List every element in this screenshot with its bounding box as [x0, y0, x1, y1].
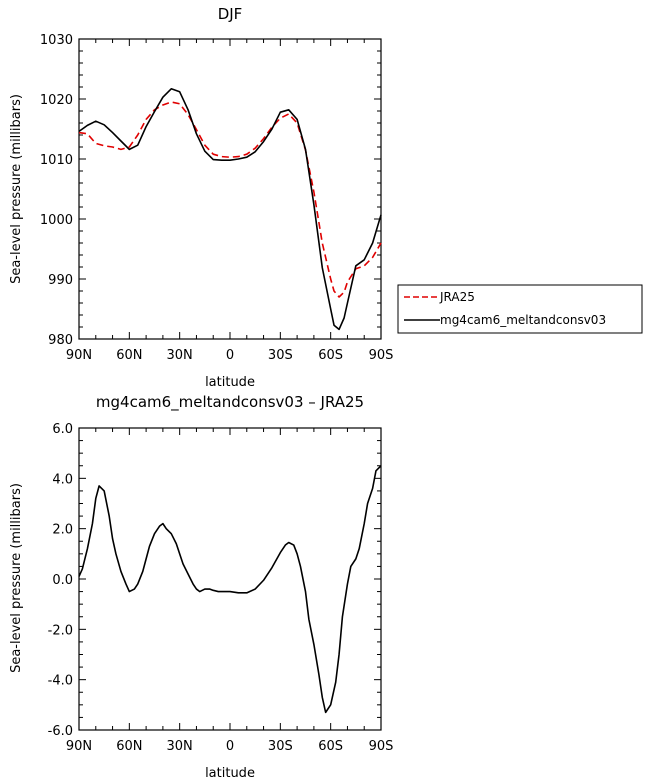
bottom-x-tick-label: 30S — [268, 739, 293, 754]
top-y-tick-label: 990 — [48, 273, 73, 288]
top-y-tick-label: 1010 — [40, 153, 73, 168]
legend: JRA25 mg4cam6_meltandconsv03 — [397, 284, 643, 334]
top-x-tick-label: 0 — [226, 348, 234, 363]
bottom-chart-title: mg4cam6_meltandconsv03 – JRA25 — [96, 393, 364, 412]
top-y-tick-label: 980 — [48, 333, 73, 348]
bottom-x-tick-label: 90N — [66, 739, 92, 754]
top-x-tick-label: 90S — [369, 348, 394, 363]
top-chart-title: DJF — [218, 5, 243, 23]
top-y-tick-label: 1030 — [40, 33, 73, 48]
top-y-tick-label: 1020 — [40, 93, 73, 108]
bottom-x-axis-label: latitude — [205, 766, 255, 781]
top-ticks: 90N 60N 30N 0 30S 60S 90S 980 990 1000 1010 1020 103… — [40, 33, 393, 363]
bottom-y-tick-label: -6.0 — [48, 724, 73, 739]
bottom-series — [78, 465, 382, 714]
bottom-y-tick-label: -2.0 — [48, 623, 73, 638]
bottom-panel: mg4cam6_meltandconsv03 – JRA25 Sea-level… — [9, 393, 393, 781]
bottom-ticks: 90N 60N 30N 0 30S 60S 90S -6.0 -4.0 -2.0 0.0 2.0 4.0… — [48, 422, 394, 754]
bottom-y-tick-label: -4.0 — [48, 674, 73, 689]
top-x-tick-label: 30S — [268, 348, 293, 363]
bottom-x-tick-label: 0 — [226, 739, 234, 754]
bottom-y-axis-label: Sea-level pressure (millibars) — [9, 483, 24, 673]
bottom-y-tick-label: 0.0 — [52, 573, 73, 588]
top-series-line-1 — [78, 88, 382, 331]
top-x-tick-label: 90N — [66, 348, 92, 363]
top-x-tick-label: 60S — [318, 348, 343, 363]
legend-label-jra25: JRA25 — [439, 290, 475, 304]
bottom-y-tick-label: 6.0 — [52, 422, 73, 437]
bottom-series-line-0 — [78, 465, 382, 714]
top-x-axis-label: latitude — [205, 375, 255, 390]
bottom-x-tick-label: 30N — [167, 739, 193, 754]
top-x-tick-label: 30N — [167, 348, 193, 363]
bottom-x-tick-label: 60S — [318, 739, 343, 754]
top-series-line-0 — [78, 101, 382, 298]
bottom-y-tick-label: 4.0 — [52, 472, 73, 487]
legend-box — [397, 284, 643, 334]
top-panel: DJF Sea-level pressure (millibars) latit… — [9, 5, 393, 390]
top-y-axis-label: Sea-level pressure (millibars) — [9, 94, 24, 284]
top-x-tick-label: 60N — [116, 348, 142, 363]
bottom-x-tick-label: 90S — [369, 739, 394, 754]
legend-label-model: mg4cam6_meltandconsv03 — [440, 313, 606, 327]
bottom-x-tick-label: 60N — [116, 739, 142, 754]
bottom-y-tick-label: 2.0 — [52, 523, 73, 538]
top-series — [78, 88, 382, 331]
top-y-tick-label: 1000 — [40, 213, 73, 228]
top-plot-frame — [78, 38, 382, 340]
